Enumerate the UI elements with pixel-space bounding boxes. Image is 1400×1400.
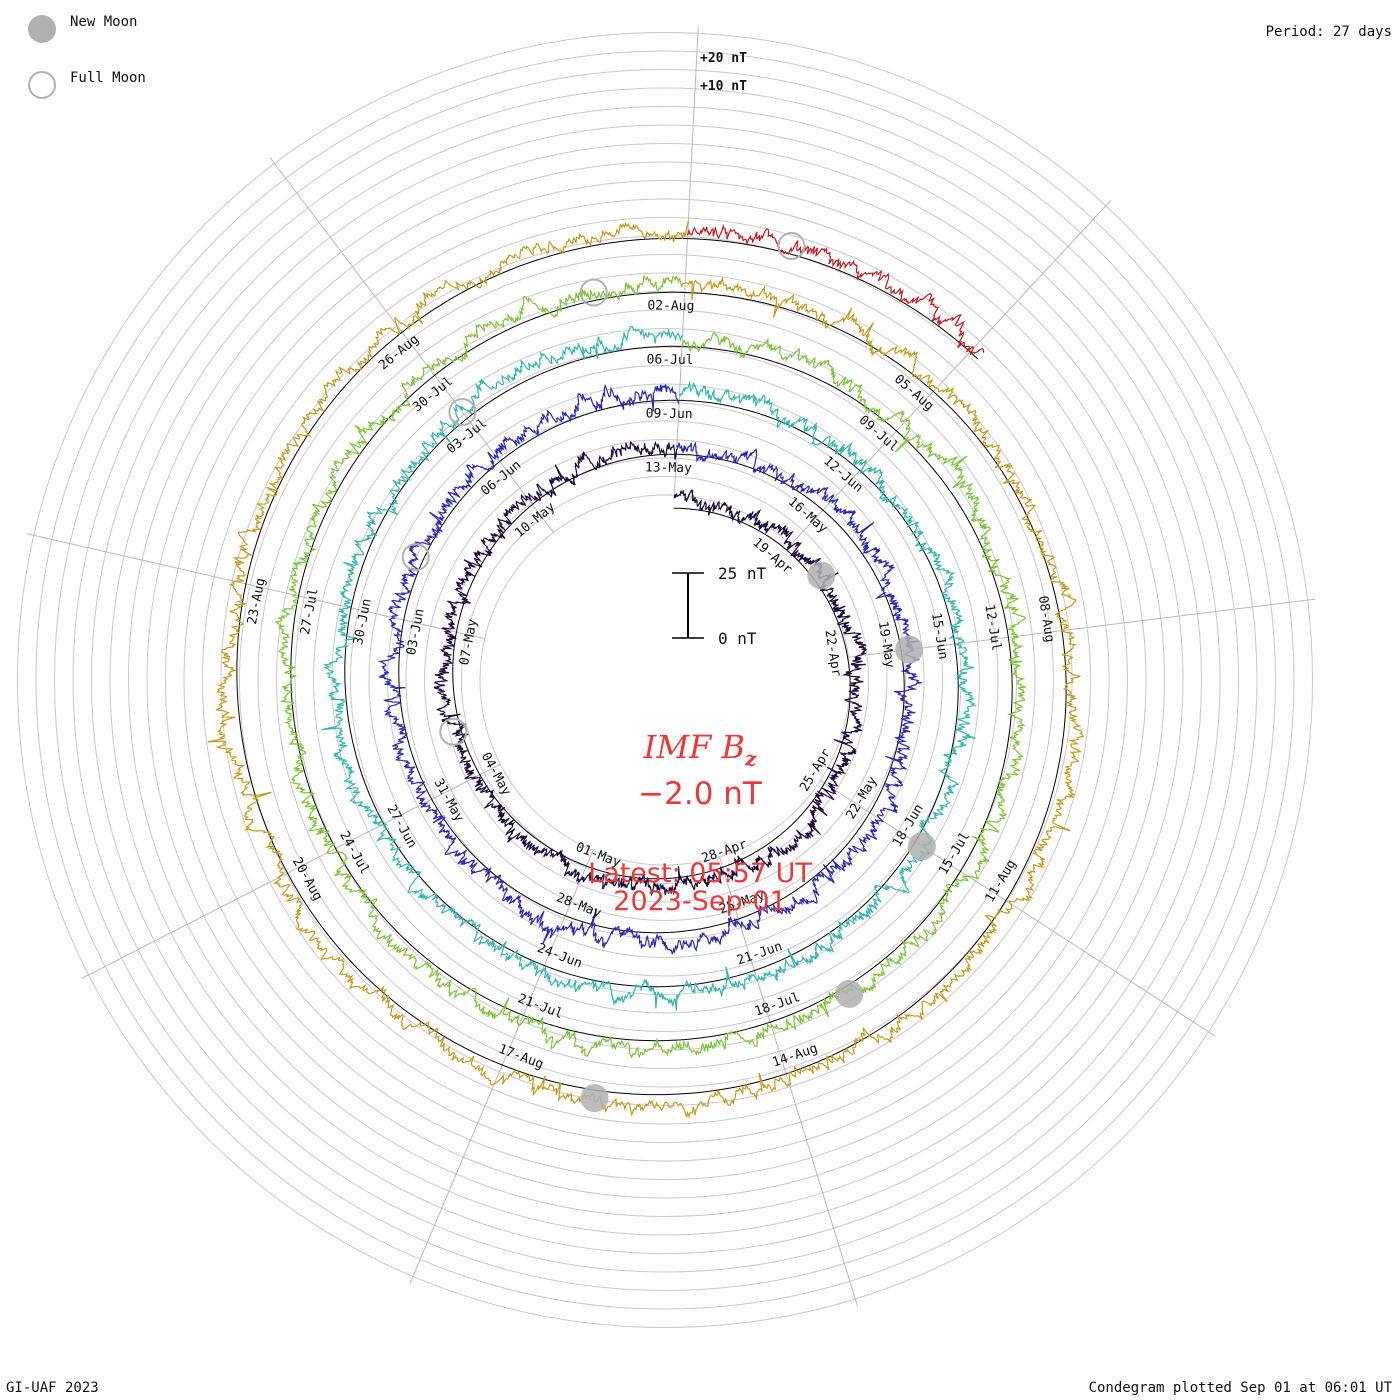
grid-ring <box>442 457 888 903</box>
day-label: 06-Jul <box>647 352 694 368</box>
grid-spoke <box>790 199 1112 545</box>
ring-scale-label: +10 nT <box>700 79 747 94</box>
grid-ring <box>146 161 1184 1199</box>
day-label: 18-Jul <box>753 990 802 1020</box>
day-label: 16-May <box>785 494 830 536</box>
footer-plot-time: Condegram plotted Sep 01 at 06:01 UT <box>1088 1380 1392 1396</box>
day-label: 08-Aug <box>1035 595 1057 644</box>
latest-date: 2023-Sep-01 <box>613 886 787 917</box>
grid-spoke <box>269 157 554 533</box>
grid-ring <box>405 420 925 940</box>
day-label: 21-Jun <box>735 939 784 969</box>
new-moon-marker <box>835 979 864 1008</box>
day-label: 19-May <box>875 620 897 669</box>
grid-spoke <box>409 850 594 1284</box>
full-moon-marker <box>401 543 430 572</box>
day-label: 13-May <box>645 460 692 476</box>
day-label: 22-Apr <box>821 629 843 678</box>
grid-ring <box>202 217 1128 1143</box>
bz-series-4 <box>274 274 1027 1059</box>
grid-ring <box>368 383 962 977</box>
baseline-spiral <box>452 453 851 880</box>
latest-time: Latest: 05:57 UT <box>588 858 812 889</box>
title-main: IMF B <box>643 728 745 766</box>
grid-ring <box>424 439 906 921</box>
grid-ring <box>165 180 1165 1180</box>
bz-series-1 <box>433 440 868 897</box>
grid-spoke <box>820 780 1216 1037</box>
day-label: 27-Jul <box>298 587 322 636</box>
day-label: 10-May <box>512 500 558 541</box>
center-title: IMF Bz <box>500 728 900 770</box>
new-moon-legend-icon <box>28 15 56 43</box>
bz-series-3 <box>321 325 978 1011</box>
grid-ring <box>128 143 1202 1217</box>
baseline-spiral <box>236 237 1067 1096</box>
day-label: 02-Aug <box>647 298 694 314</box>
grid-spoke <box>81 763 501 979</box>
day-label: 12-Jul <box>981 603 1003 652</box>
grid-ring <box>294 309 1036 1051</box>
grid-ring <box>35 50 1295 1310</box>
day-label: 15-Jun <box>928 612 950 661</box>
ring-scale-label: +20 nT <box>700 51 747 66</box>
period-label: Period: 27 days <box>1265 24 1392 40</box>
full-moon-legend-icon <box>28 71 56 99</box>
bz-series-2 <box>377 384 922 955</box>
new-moon-marker <box>895 635 924 664</box>
day-label: 07-May <box>457 618 481 667</box>
bz-series-6 <box>687 223 985 356</box>
day-label: 26-Aug <box>376 332 422 373</box>
new-moon-marker <box>580 1084 609 1113</box>
full-moon-marker <box>448 398 477 426</box>
title-subscript: z <box>744 746 757 771</box>
grid-ring <box>109 124 1221 1236</box>
day-label: 21-Jul <box>516 991 565 1022</box>
full-moon-marker <box>579 278 608 307</box>
new-moon-marker <box>807 561 836 590</box>
full-moon-marker <box>777 232 806 260</box>
baseline-spiral <box>290 291 1013 1042</box>
full-moon-marker <box>439 717 468 746</box>
new-moon-legend-label: New Moon <box>70 14 138 30</box>
day-label: 24-Jun <box>535 941 584 972</box>
day-label: 27-Jun <box>383 803 419 851</box>
grid-ring <box>72 87 1258 1273</box>
grid-ring <box>183 198 1147 1162</box>
grid-spoke <box>26 533 485 640</box>
grid-ring <box>239 254 1091 1106</box>
grid-ring <box>461 476 869 884</box>
day-label: 09-Jun <box>646 406 693 422</box>
day-label: 20-Aug <box>289 855 325 903</box>
grid-spoke <box>718 856 858 1307</box>
day-label: 03-Jun <box>404 608 428 657</box>
baseline-spiral <box>687 238 979 360</box>
grid-ring <box>54 69 1276 1291</box>
new-moon-marker <box>907 832 936 861</box>
full-moon-legend-label: Full Moon <box>70 70 146 86</box>
grid-ring <box>276 291 1054 1069</box>
grid-spoke <box>673 25 699 496</box>
grid-ring <box>387 402 943 958</box>
grid-ring <box>350 365 980 995</box>
day-label: 03-Jul <box>444 416 490 457</box>
scale-bar-bottom-label: 0 nT <box>718 629 757 648</box>
grid-spoke <box>848 598 1316 658</box>
scale-bar-top-label: 25 nT <box>718 564 767 583</box>
day-label: 15-Jul <box>936 829 973 877</box>
grid-ring <box>17 32 1313 1328</box>
grid-ring <box>313 328 1017 1032</box>
day-label: 30-Jun <box>351 597 375 646</box>
footer-credit: GI-UAF 2023 <box>6 1380 99 1396</box>
grid-ring <box>91 106 1239 1254</box>
day-label: 17-Aug <box>496 1042 545 1073</box>
baseline-spiral <box>398 399 905 934</box>
bz-series-5 <box>207 220 1085 1119</box>
center-value: −2.0 nT <box>638 776 762 812</box>
grid-ring <box>220 235 1110 1125</box>
